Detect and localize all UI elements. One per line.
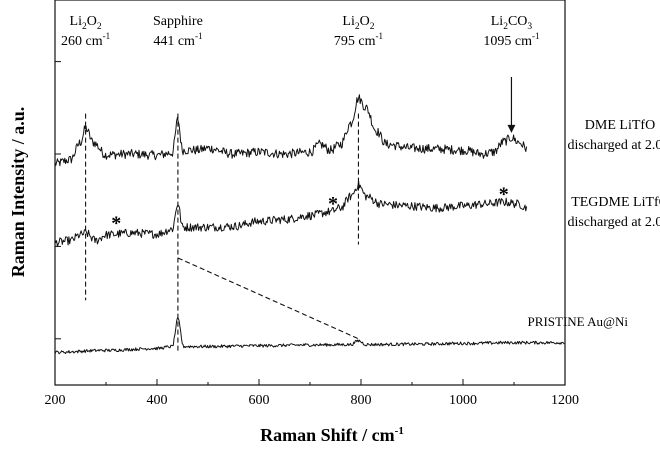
x-axis-title: Raman Shift / cm-1 [260, 425, 404, 445]
x-tick-label-1200: 1200 [551, 393, 579, 408]
axis-ticks: 200 400 600 800 1000 1200 [45, 61, 579, 408]
x-tick-label-400: 400 [147, 393, 168, 408]
x-tick-label-1000: 1000 [449, 393, 477, 408]
annotation-sapphire-441-name: Sapphire [153, 14, 203, 29]
annotation-sapphire-441-value-text: 441 cm [153, 34, 195, 49]
annotation-li2o2-260-name-sub1: 2 [82, 22, 87, 32]
x-tick-label-200: 200 [45, 393, 66, 408]
annotation-li2o2-260-value-text: 260 cm [61, 34, 103, 49]
x-tick-label-800: 800 [351, 393, 372, 408]
annotation-li2o2-260-name: Li2O2 [70, 14, 102, 32]
annotation-li2co3-1095-name-sub2: 3 [527, 22, 532, 32]
annotation-li2o2-260-value-sup: -1 [103, 31, 111, 41]
series-line-0 [54, 94, 528, 167]
annotation-sapphire-441-value-sup: -1 [195, 31, 203, 41]
dashed-guide-3 [177, 257, 359, 340]
spectra [54, 94, 565, 355]
annotation-li2o2-795-name: Li2O2 [342, 14, 374, 32]
annotation-li2o2-260-name-sub2: 2 [97, 22, 102, 32]
series-label-1-line1: TEGDME LiTfO [571, 195, 660, 210]
series-label-0-line1: DME LiTfO [585, 118, 655, 133]
annotation-li2co3-1095-value: 1095 cm-1 [483, 31, 539, 49]
series-label-1-line2: discharged at 2.0V [567, 215, 660, 230]
x-tick-label-600: 600 [249, 393, 270, 408]
annotation-li2co3-1095-name-sub1: 2 [503, 22, 508, 32]
annotation-li2o2-795-name-part1: Li [342, 14, 355, 29]
annotation-li2o2-795-name-part2: O [360, 14, 370, 29]
plot-frame [54, 0, 566, 386]
asterisk-2: * [499, 184, 509, 206]
series-line-1 [54, 180, 528, 248]
annotation-li2o2-260-value: 260 cm-1 [61, 31, 110, 49]
annotation-sapphire-441-value: 441 cm-1 [153, 31, 202, 49]
dashed-guides [85, 113, 360, 353]
annotation-li2o2-260-name-part2: O [87, 14, 97, 29]
annotation-li2co3-1095-name-part1: Li [491, 14, 504, 29]
series-label-2-line1: PRISTINE Au@Ni [528, 314, 629, 329]
annotation-li2o2-260-name-part1: Li [70, 14, 83, 29]
series-line-2 [54, 317, 565, 355]
series-labels: DME LiTfO discharged at 2.0V TEGDME LiTfO d… [528, 118, 660, 329]
series-label-0-line2: discharged at 2.0V [567, 138, 660, 153]
annotation-li2o2-795-value-text: 795 cm [334, 34, 376, 49]
asterisk-0: * [111, 212, 121, 234]
annotation-li2o2-795-name-sub1: 2 [355, 22, 360, 32]
annotation-li2o2-795-value-sup: -1 [376, 31, 384, 41]
annotation-li2o2-795-value: 795 cm-1 [334, 31, 383, 49]
asterisk-1: * [328, 193, 338, 215]
annotation-li2co3-1095-name-part2: CO [508, 14, 527, 29]
annotation-li2co3-1095-name: Li2CO3 [491, 14, 533, 32]
annotation-li2co3-1095-value-sup: -1 [532, 31, 540, 41]
annotation-li2o2-795-name-sub2: 2 [370, 22, 375, 32]
arrow-head [507, 124, 516, 133]
y-axis-title: Raman Intensity / a.u. [8, 107, 28, 278]
annotation-li2co3-1095-value-text: 1095 cm [483, 34, 532, 49]
